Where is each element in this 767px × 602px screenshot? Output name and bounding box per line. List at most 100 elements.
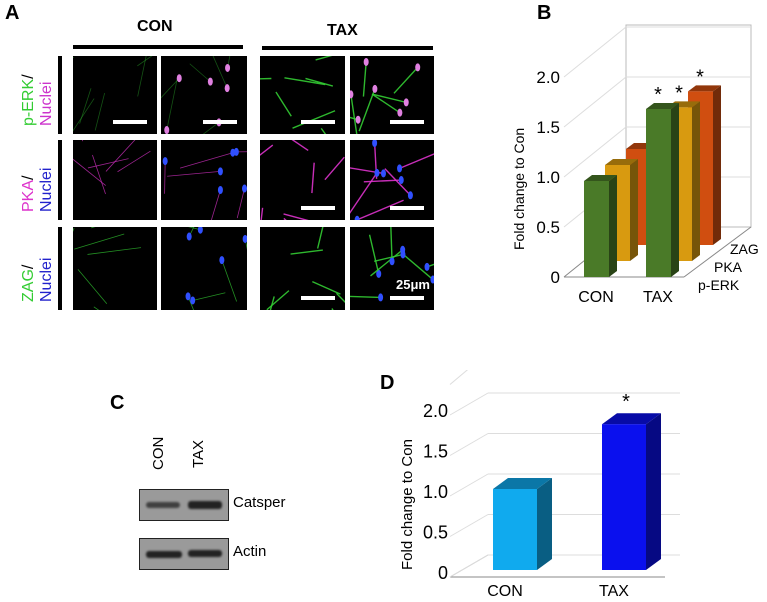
scale-bar-label: 25μm: [396, 277, 430, 292]
significance-star: *: [696, 66, 704, 88]
micrograph: [350, 140, 434, 220]
slash: /: [20, 74, 37, 79]
y-tick-label: 0: [438, 563, 448, 583]
panel-c-label: C: [110, 392, 125, 414]
group-label-tax: TAX: [327, 22, 358, 39]
bar-top: [688, 85, 721, 92]
micrograph: [260, 227, 345, 310]
micrograph: [73, 227, 157, 310]
scale-bar: [203, 120, 237, 124]
gridline: [449, 514, 489, 537]
bar-top: [646, 103, 679, 109]
bar-side: [646, 413, 661, 570]
blot-actin: [139, 538, 229, 570]
y-axis-label: Fold change to Con: [399, 439, 416, 570]
marker-label: p-ERK: [20, 78, 37, 126]
row-bar: [58, 56, 62, 134]
blot-label-actin: Actin: [233, 543, 267, 560]
y-tick-label: 1.5: [423, 442, 448, 462]
bar: [584, 181, 609, 277]
panel-a-label: A: [5, 2, 20, 24]
legend-label: ZAG: [730, 241, 759, 257]
depth-axis: [683, 226, 752, 278]
gridline: [449, 392, 489, 416]
gridline: [563, 126, 627, 178]
y-tick-label: 1.0: [536, 168, 560, 187]
lane-label-con: CON: [150, 436, 167, 470]
nuclei-label: Nuclei: [38, 81, 55, 126]
scale-bar: [301, 296, 335, 300]
scale-bar: [390, 120, 424, 124]
legend-label: PKA: [714, 259, 743, 275]
legend-label: p-ERK: [698, 277, 740, 293]
group-label-con: CON: [137, 18, 173, 35]
nuclei-label: Nuclei: [38, 257, 55, 302]
significance-star: *: [622, 391, 630, 413]
bar: [493, 489, 537, 570]
marker-label: ZAG: [20, 269, 37, 302]
micrograph: [73, 140, 157, 220]
bar-top: [605, 159, 638, 165]
y-tick-label: 0.5: [536, 218, 560, 237]
chart-d: 0 0.5 1.0 1.5 2.0 Fold change to Con CON * TAX: [399, 370, 680, 600]
bar-top: [584, 175, 617, 181]
chart-b: 0 0.5 1.0 1.5 2.0 Fold change to Con * ZAG * PKA *…: [511, 24, 759, 306]
band: [146, 551, 182, 558]
y-tick-label: 1.0: [423, 482, 448, 502]
micrograph: [161, 140, 247, 220]
bar: [646, 109, 671, 277]
gridline: [563, 76, 627, 128]
y-tick-label: 2.0: [423, 401, 448, 421]
micrograph: [161, 227, 247, 310]
micrograph: [260, 56, 345, 134]
scale-bar: [301, 206, 335, 210]
micrograph: 25μm: [350, 227, 434, 310]
significance-star: *: [654, 84, 662, 106]
significance-star: *: [675, 82, 683, 104]
x-tick-label: TAX: [643, 289, 673, 306]
row-bar: [58, 140, 62, 220]
x-tick-label: CON: [487, 583, 523, 600]
band: [146, 502, 180, 508]
scale-bar: [390, 206, 424, 210]
bar-top: [493, 478, 552, 489]
micrograph: [260, 140, 345, 220]
marker-label: PKA: [20, 179, 37, 212]
nuclei-label: Nuclei: [38, 167, 55, 212]
gridline: [449, 370, 468, 385]
bar-side: [671, 103, 679, 277]
scale-bar: [390, 296, 424, 300]
bar-side: [537, 478, 552, 570]
group-bar-con: [73, 45, 243, 49]
lane-label-tax: TAX: [190, 439, 207, 468]
bar-side: [713, 85, 721, 246]
blot-catsper: [139, 489, 229, 521]
panel-d-label: D: [380, 372, 395, 394]
micrograph: [350, 56, 434, 134]
y-tick-label: 2.0: [536, 68, 560, 87]
band: [188, 501, 222, 509]
slash: /: [20, 175, 37, 180]
blot-label-catsper: Catsper: [233, 494, 286, 511]
gridline: [449, 554, 489, 578]
scale-bar: [113, 120, 147, 124]
x-tick-label: TAX: [599, 583, 629, 600]
slash: /: [20, 264, 37, 270]
bar-side: [609, 175, 617, 277]
bar-side: [692, 101, 700, 262]
gridline: [449, 473, 489, 497]
bar-top: [602, 413, 661, 425]
group-bar-tax: [262, 46, 433, 50]
micrograph: [161, 56, 247, 134]
micrograph: [73, 56, 157, 134]
y-axis-label: Fold change to Con: [511, 128, 527, 250]
band: [188, 550, 222, 557]
bar-side: [630, 159, 638, 261]
panel-b-label: B: [537, 2, 552, 24]
gridline: [449, 433, 489, 456]
x-tick-label: CON: [578, 289, 614, 306]
row-label: p-ERK/Nuclei: [20, 74, 56, 126]
bar: [602, 424, 646, 570]
gridline: [563, 26, 627, 78]
